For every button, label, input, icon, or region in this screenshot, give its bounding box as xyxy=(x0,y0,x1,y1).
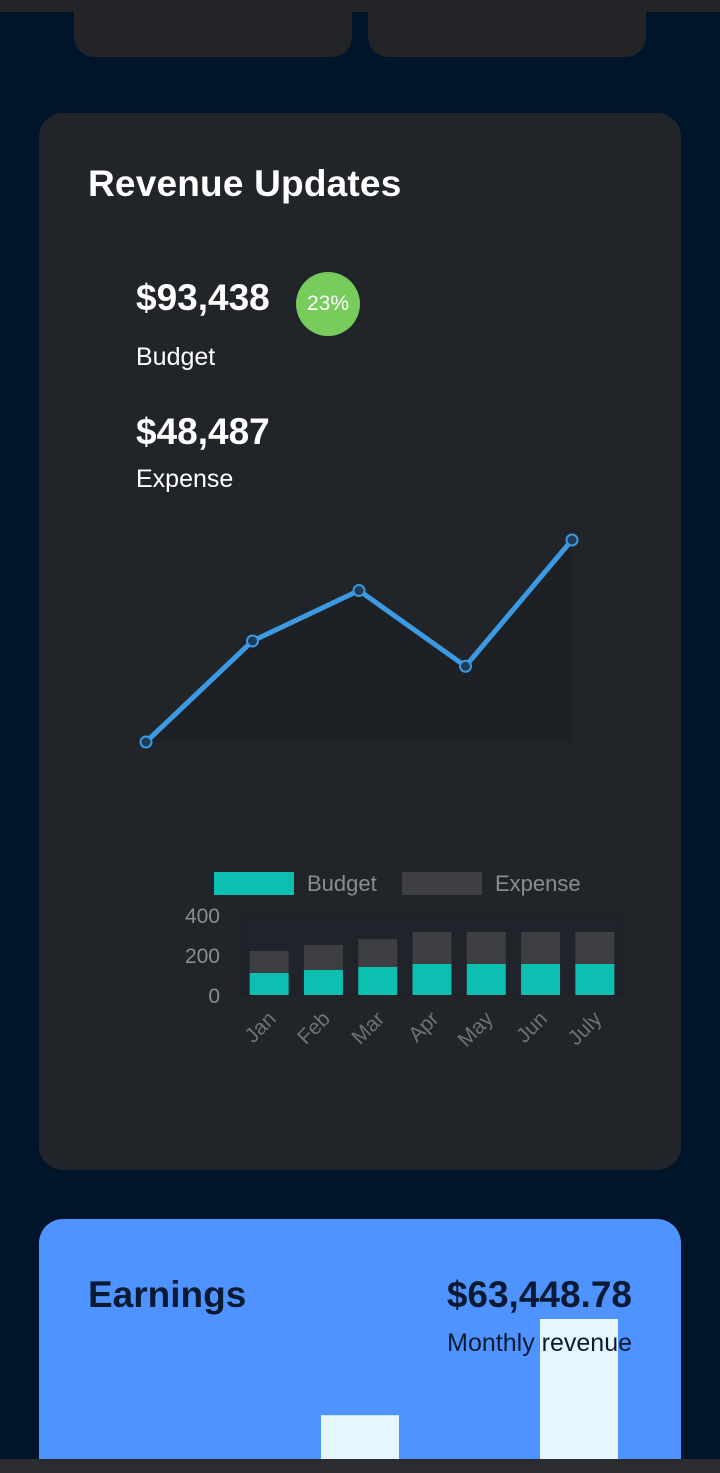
earnings-amount: $63,448.78 xyxy=(446,1274,632,1315)
bar-expense-apr xyxy=(412,932,452,964)
expense-label: Expense xyxy=(136,465,234,493)
line-point-1 xyxy=(139,735,153,749)
budget-expense-bar-chart: Budget Expense 0 200 400 Jan Feb Mar Apr May Jun Ju… xyxy=(185,871,623,1052)
x-tick-july: July xyxy=(564,1007,607,1050)
line-point-4 xyxy=(459,659,472,673)
y-tick-200: 200 xyxy=(185,945,220,968)
x-tick-may: May xyxy=(453,1007,498,1052)
bar-expense-mar xyxy=(358,939,398,967)
bar-budget-apr xyxy=(412,964,452,995)
budget-amount: $93,438 xyxy=(136,277,270,318)
bar-budget-jun xyxy=(521,964,561,995)
line-area xyxy=(146,540,572,742)
line-point-5 xyxy=(565,533,579,547)
growth-badge: 23% xyxy=(296,272,360,336)
bar-expense-jan xyxy=(249,951,289,973)
x-tick-jan: Jan xyxy=(240,1007,280,1047)
bar-budget-feb xyxy=(303,970,343,995)
bar-budget-may xyxy=(466,964,506,995)
legend-swatch-budget xyxy=(214,872,294,895)
line-point-2 xyxy=(246,634,259,648)
x-tick-jun: Jun xyxy=(512,1007,552,1047)
budget-label: Budget xyxy=(136,343,216,371)
x-tick-feb: Feb xyxy=(293,1007,335,1049)
legend-label-expense: Expense xyxy=(495,871,581,896)
y-tick-400: 400 xyxy=(185,905,220,928)
legend-label-budget: Budget xyxy=(307,871,377,896)
x-tick-mar: Mar xyxy=(347,1007,389,1049)
earnings-subtitle: Monthly revenue xyxy=(447,1329,632,1357)
earnings-title: Earnings xyxy=(88,1274,247,1315)
earnings-bar-5 xyxy=(540,1319,618,1473)
y-tick-0: 0 xyxy=(208,985,220,1008)
expense-amount: $48,487 xyxy=(136,411,270,452)
summary-card-left[interactable] xyxy=(74,0,352,57)
revenue-line-chart xyxy=(139,533,579,749)
x-tick-apr: Apr xyxy=(404,1007,443,1046)
revenue-title: Revenue Updates xyxy=(88,163,402,204)
line-point-3 xyxy=(352,584,366,597)
bar-expense-may xyxy=(466,932,506,964)
bar-budget-jan xyxy=(249,973,289,995)
bar-expense-july xyxy=(575,932,615,964)
bar-expense-jun xyxy=(521,932,561,964)
bar-expense-feb xyxy=(303,945,343,970)
legend-swatch-expense xyxy=(402,872,482,895)
revenue-updates-card: Revenue Updates $93,438 23% Budget $48,4… xyxy=(39,113,681,1170)
summary-card-right[interactable] xyxy=(368,0,646,57)
bar-budget-july xyxy=(575,964,615,995)
navigation-bar xyxy=(0,1459,720,1473)
bar-budget-mar xyxy=(358,967,398,995)
earnings-card[interactable]: Earnings $63,448.78 Monthly revenue xyxy=(39,1219,681,1473)
